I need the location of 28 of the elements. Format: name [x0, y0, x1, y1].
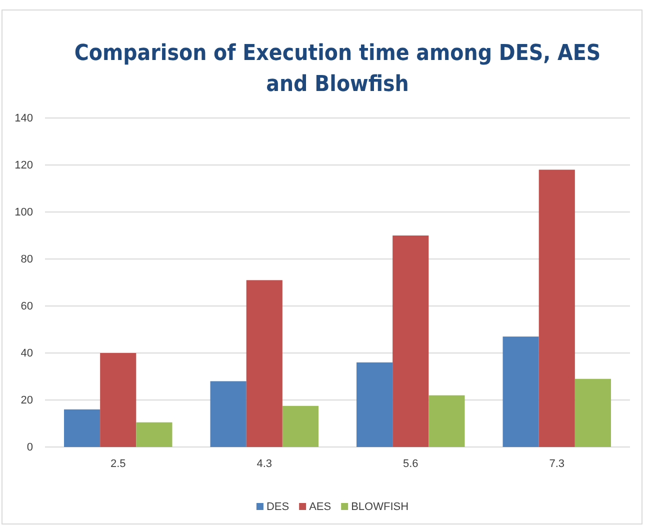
bar [502, 336, 539, 447]
bar [356, 362, 393, 447]
bar [210, 381, 246, 447]
bar [64, 409, 100, 447]
y-tick-label: 0 [26, 442, 33, 454]
bar [100, 353, 136, 447]
bar [428, 395, 465, 447]
x-tick-label: 2.5 [110, 458, 126, 470]
legend-label: BLOWFISH [351, 501, 409, 513]
y-tick-label: 120 [14, 160, 33, 172]
x-tick-label: 4.3 [256, 458, 272, 470]
bar [246, 280, 282, 447]
chart-title: Comparison of Execution time among DES, AES and Blowfish [74, 41, 601, 97]
y-tick-label: 140 [14, 112, 33, 125]
y-tick-label: 100 [14, 206, 33, 219]
legend-label: AES [309, 501, 332, 513]
y-tick-label: 20 [20, 394, 33, 407]
bar [574, 378, 611, 447]
bar [282, 406, 318, 447]
bar [538, 170, 575, 447]
y-tick-label: 40 [20, 348, 33, 360]
y-tick-label: 80 [20, 254, 33, 266]
x-tick-label: 5.6 [402, 458, 418, 470]
y-tick-label: 60 [20, 300, 33, 313]
bar [392, 236, 429, 447]
x-tick-label: 7.3 [549, 458, 565, 470]
bar [136, 422, 172, 447]
legend-label: DES [266, 501, 290, 513]
